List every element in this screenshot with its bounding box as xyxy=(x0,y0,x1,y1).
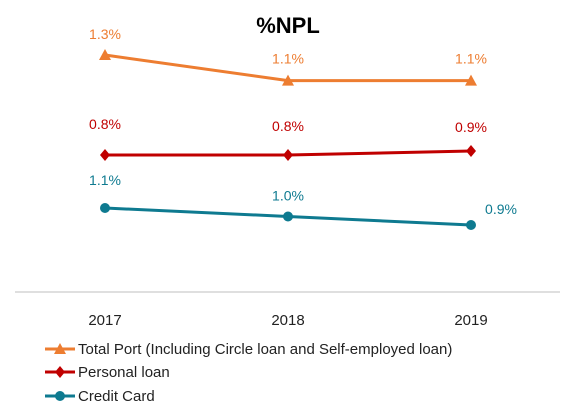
data-label: 1.3% xyxy=(89,26,121,42)
legend-item: Total Port (Including Circle loan and Se… xyxy=(45,341,452,358)
data-point xyxy=(282,74,294,86)
data-label: 0.8% xyxy=(89,116,121,132)
x-tick-label: 2017 xyxy=(88,312,121,329)
legend-marker xyxy=(54,343,66,354)
data-label: 0.9% xyxy=(455,119,487,135)
series-0: 1.3% 1.1% 1.1% xyxy=(89,26,487,86)
data-label: 0.8% xyxy=(272,118,304,134)
legend: Total Port (Including Circle loan and Se… xyxy=(45,341,452,405)
series-1: 0.8% 0.8% 0.9% xyxy=(89,116,487,161)
data-point xyxy=(466,220,476,230)
legend-label: Personal loan xyxy=(78,364,170,381)
data-point xyxy=(100,203,110,213)
legend-label: Credit Card xyxy=(78,388,155,405)
data-point xyxy=(283,211,293,222)
data-label: 1.1% xyxy=(272,51,304,67)
legend-label: Total Port (Including Circle loan and Se… xyxy=(78,341,452,358)
x-tick-label: 2019 xyxy=(454,312,487,329)
legend-marker xyxy=(55,366,65,378)
series-layer: 1.3% 1.1% 1.1% 0.8% 0.8% 0.9% 1.1% 1.0% 0.9% xyxy=(89,26,517,230)
data-label: 1.1% xyxy=(89,172,121,188)
legend-marker xyxy=(55,391,65,401)
data-point xyxy=(283,149,293,161)
legend-item: Credit Card xyxy=(45,388,155,405)
data-label: 1.0% xyxy=(272,188,304,204)
data-point xyxy=(99,49,111,60)
data-label: 0.9% xyxy=(485,201,517,217)
data-label: 1.1% xyxy=(455,51,487,67)
x-axis-ticks: 2017 2018 2019 xyxy=(88,312,487,329)
chart-title: %NPL xyxy=(256,13,320,38)
x-tick-label: 2018 xyxy=(271,312,304,329)
data-point xyxy=(466,145,476,157)
series-2: 1.1% 1.0% 0.9% xyxy=(89,172,517,230)
legend-item: Personal loan xyxy=(45,364,170,381)
data-point xyxy=(100,149,110,161)
data-point xyxy=(465,74,477,86)
